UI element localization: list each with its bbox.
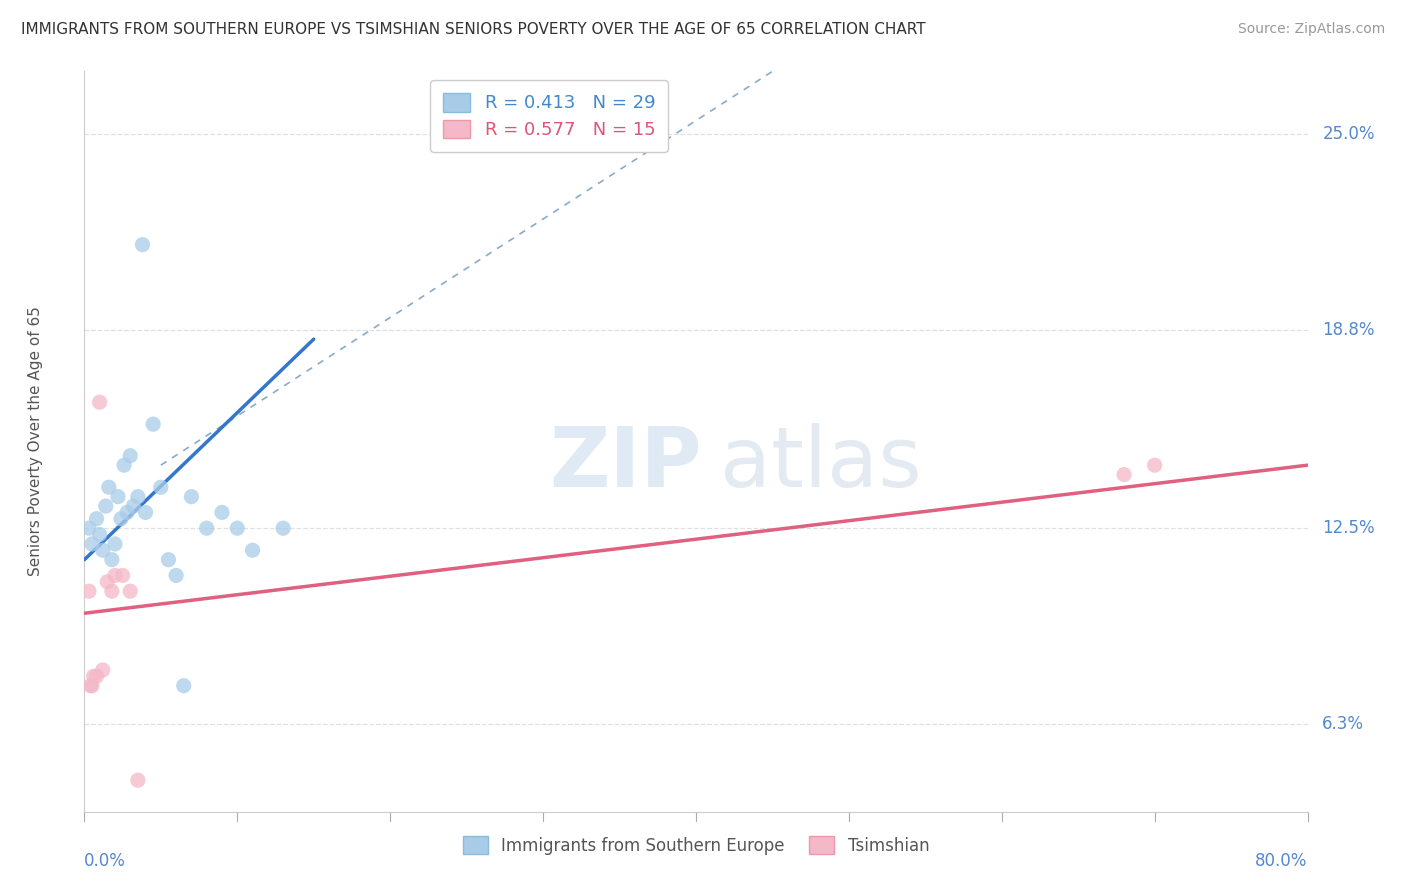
Point xyxy=(80,537,103,551)
Text: 12.5%: 12.5% xyxy=(1322,519,1375,537)
Point xyxy=(83,669,105,683)
Point xyxy=(180,490,202,504)
Text: 0.0%: 0.0% xyxy=(84,853,127,871)
Point xyxy=(86,512,108,526)
Text: 18.8%: 18.8% xyxy=(1322,321,1375,339)
Point xyxy=(111,568,134,582)
Point xyxy=(104,537,127,551)
Point xyxy=(127,490,149,504)
Point xyxy=(149,480,172,494)
Point xyxy=(226,521,249,535)
Point xyxy=(120,584,142,599)
Point xyxy=(120,449,142,463)
Text: Seniors Poverty Over the Age of 65: Seniors Poverty Over the Age of 65 xyxy=(28,307,44,576)
Point xyxy=(97,480,120,494)
Point xyxy=(112,458,135,472)
Point xyxy=(211,505,233,519)
Point xyxy=(165,568,187,582)
Text: atlas: atlas xyxy=(720,423,922,504)
Text: 25.0%: 25.0% xyxy=(1322,126,1375,144)
Text: 6.3%: 6.3% xyxy=(1322,714,1364,732)
Point xyxy=(80,679,103,693)
Point xyxy=(135,505,157,519)
Point xyxy=(131,237,153,252)
Point xyxy=(91,543,114,558)
Point xyxy=(110,512,132,526)
Point xyxy=(79,679,101,693)
Point xyxy=(77,521,100,535)
Point xyxy=(142,417,165,432)
Point xyxy=(96,574,118,589)
Point xyxy=(115,505,138,519)
Point xyxy=(101,584,124,599)
Text: IMMIGRANTS FROM SOUTHERN EUROPE VS TSIMSHIAN SENIORS POVERTY OVER THE AGE OF 65 : IMMIGRANTS FROM SOUTHERN EUROPE VS TSIMS… xyxy=(21,22,925,37)
Point xyxy=(91,663,114,677)
Point xyxy=(242,543,264,558)
Point xyxy=(104,568,127,582)
Point xyxy=(1143,458,1166,472)
Text: 80.0%: 80.0% xyxy=(1256,853,1308,871)
Point xyxy=(89,395,111,409)
Text: ZIP: ZIP xyxy=(550,423,702,504)
Point xyxy=(77,584,100,599)
Point xyxy=(195,521,218,535)
Point xyxy=(157,552,180,566)
Point xyxy=(122,499,145,513)
Text: Source: ZipAtlas.com: Source: ZipAtlas.com xyxy=(1237,22,1385,37)
Point xyxy=(127,773,149,788)
Point xyxy=(86,669,108,683)
Point xyxy=(1114,467,1136,482)
Point xyxy=(107,490,129,504)
Point xyxy=(101,552,124,566)
Point xyxy=(271,521,294,535)
Point xyxy=(173,679,195,693)
Point xyxy=(94,499,117,513)
Point xyxy=(89,527,111,541)
Legend: Immigrants from Southern Europe, Tsimshian: Immigrants from Southern Europe, Tsimshi… xyxy=(451,825,941,866)
